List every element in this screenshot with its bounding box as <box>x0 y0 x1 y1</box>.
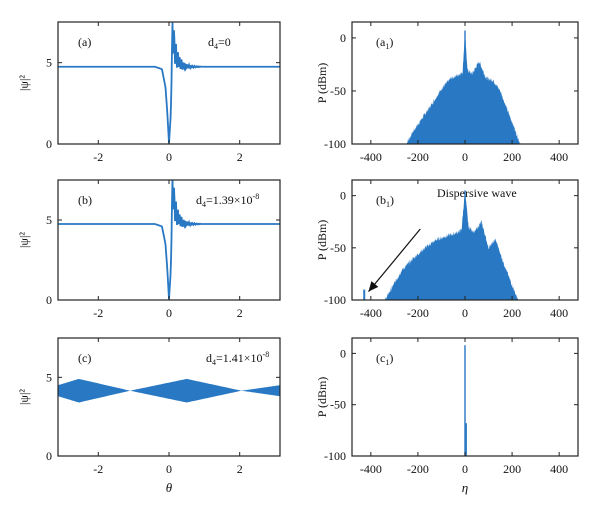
annotation-subscript: 4 <box>214 42 218 51</box>
y-tick-label: -50 <box>330 84 346 98</box>
y-tick-label: -100 <box>324 293 346 307</box>
y-tick-label: 0 <box>340 189 346 203</box>
panel-label: (c1) <box>376 351 393 367</box>
x-axis-label: η <box>462 480 468 495</box>
x-tick-label: 200 <box>503 150 521 164</box>
panel-label-close: ) <box>389 351 393 365</box>
y-tick-label: 5 <box>46 56 52 70</box>
annotation-d4: d4=1.39×10-8 <box>196 192 259 209</box>
y-tick-label: -50 <box>330 398 346 412</box>
panel-b: -2 0 2 0 5 |ψ|² (b) d4=1.39×10-8 <box>17 179 281 320</box>
annotation-value: =1.39×10 <box>206 193 253 207</box>
y-tick-label: -100 <box>324 137 346 151</box>
y-tick-label: 0 <box>46 137 52 151</box>
panel-label-letter: (b <box>376 193 386 207</box>
x-tick-label: -400 <box>360 462 382 476</box>
x-tick-label: -400 <box>360 306 382 320</box>
x-tick-label: -200 <box>407 150 429 164</box>
x-tick-label: 0 <box>166 150 172 164</box>
y-axis-label: P (dBm) <box>315 63 329 104</box>
y-tick-label: 0 <box>340 346 346 360</box>
panel-label-subscript: 1 <box>385 358 389 367</box>
plot-area <box>464 345 467 456</box>
x-tick-label: 2 <box>237 462 243 476</box>
series-band <box>58 378 280 403</box>
annotation-base: d <box>196 193 202 207</box>
y-tick-label: -50 <box>330 241 346 255</box>
y-tick-label: 0 <box>46 449 52 463</box>
panel-c: -2 0 2 0 5 |ψ|² θ (c) d4=1.41×10-8 <box>17 337 281 495</box>
panel-label: (b) <box>78 193 92 207</box>
annotation-subscript: 4 <box>202 200 206 209</box>
panel-label: (a1) <box>376 35 393 51</box>
annotation-value: =0 <box>218 35 231 49</box>
series-area <box>384 190 518 300</box>
arrow-shaft <box>368 228 421 293</box>
x-tick-label: -200 <box>407 306 429 320</box>
panel-label-subscript: 1 <box>386 200 390 209</box>
y-axis-label: P (dBm) <box>315 220 329 261</box>
panel-label: (c) <box>78 351 91 365</box>
x-tick-label: -2 <box>93 462 103 476</box>
y-tick-label: 5 <box>46 213 52 227</box>
panel-c1: -400 -200 0 200 400 0 -50 -100 P (dBm) η (c1) <box>315 337 579 495</box>
x-tick-label: -400 <box>360 150 382 164</box>
x-tick-label: 0 <box>462 462 468 476</box>
annotation-base: d <box>206 351 212 365</box>
x-axis-label: θ <box>166 480 173 495</box>
annotation-d4: d4=0 <box>208 35 231 51</box>
panel-label: (a) <box>78 35 91 49</box>
panel-label: (b1) <box>376 193 394 209</box>
x-tick-label: 200 <box>503 462 521 476</box>
y-axis-label: |ψ|² <box>17 389 31 405</box>
annotation-superscript: -8 <box>263 350 270 359</box>
y-tick-label: 0 <box>46 293 52 307</box>
arrow-head <box>368 281 379 292</box>
x-tick-label: 0 <box>462 306 468 320</box>
panel-label-close: ) <box>390 193 394 207</box>
panel-label-letter: (a <box>376 35 386 49</box>
x-tick-label: 200 <box>503 306 521 320</box>
panel-label-subscript: 1 <box>385 42 389 51</box>
panel-label-close: ) <box>389 35 393 49</box>
annotation-superscript: -8 <box>253 192 260 201</box>
annotation-d4: d4=1.41×10-8 <box>206 350 269 367</box>
y-tick-label: -100 <box>324 449 346 463</box>
x-tick-label: -2 <box>93 150 103 164</box>
x-tick-label: 400 <box>550 462 568 476</box>
plot-area <box>58 378 280 403</box>
y-axis-label: |ψ|² <box>17 232 31 248</box>
y-tick-label: 0 <box>340 31 346 45</box>
annotation-base: d <box>208 35 214 49</box>
series-area <box>406 30 521 144</box>
x-tick-label: 400 <box>550 150 568 164</box>
panel-b1: -400 -200 0 200 400 0 -50 -100 P (dBm) (b1) Disper… <box>315 179 579 320</box>
x-tick-label: -200 <box>407 462 429 476</box>
y-tick-label: 5 <box>46 370 52 384</box>
y-axis-label: P (dBm) <box>315 377 329 418</box>
annotation-subscript: 4 <box>212 358 216 367</box>
x-tick-label: 2 <box>237 150 243 164</box>
x-tick-label: 2 <box>237 306 243 320</box>
plot-area <box>363 190 518 300</box>
panel-label-letter: (c <box>376 351 385 365</box>
annotation-value: =1.41×10 <box>216 351 263 365</box>
x-tick-label: 0 <box>166 306 172 320</box>
x-tick-label: 0 <box>166 462 172 476</box>
x-tick-label: -2 <box>93 306 103 320</box>
panel-a1: -400 -200 0 200 400 0 -50 -100 P (dBm) (a1) <box>315 21 579 164</box>
x-tick-label: 0 <box>462 150 468 164</box>
plot-area <box>406 30 521 144</box>
panel-a: -2 0 2 0 5 |ψ|² (a) d4=0 <box>17 21 281 164</box>
y-axis-label: |ψ|² <box>17 75 31 91</box>
x-tick-label: 400 <box>550 306 568 320</box>
dispersive-wave-label: Dispersive wave <box>437 186 517 200</box>
